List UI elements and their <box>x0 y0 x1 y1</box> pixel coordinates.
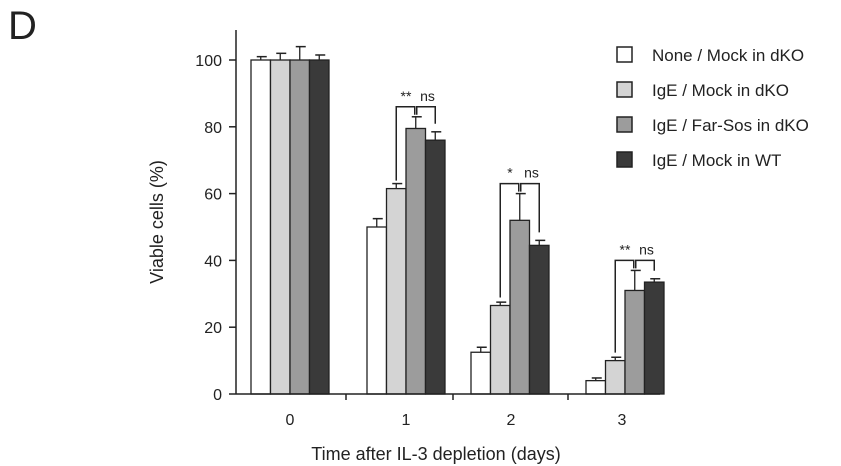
y-ticks: 0 20 40 60 80 100 <box>195 53 236 404</box>
bar <box>604 359 626 395</box>
legend-swatch <box>616 81 633 98</box>
bar <box>489 304 511 395</box>
significance-bracket <box>416 106 436 124</box>
bar <box>269 59 291 395</box>
y-tick-label: 20 <box>204 320 222 337</box>
x-tick-label: 3 <box>618 412 627 429</box>
panel-label: D <box>8 4 37 48</box>
x-tick-label: 2 <box>507 412 516 429</box>
bar <box>366 226 388 395</box>
legend-label: IgE / Far-Sos in dKO <box>652 116 809 135</box>
bar <box>643 281 665 395</box>
legend-swatch <box>616 151 633 168</box>
bar <box>424 139 446 395</box>
significance-bracket <box>499 182 520 298</box>
significance-bracket <box>614 259 635 353</box>
significance-label: ** <box>401 88 412 104</box>
bar <box>585 379 607 395</box>
legend-swatch <box>616 46 633 63</box>
bar <box>250 59 272 395</box>
error-bars-layer <box>256 45 661 381</box>
significance-bracket <box>520 182 540 233</box>
legend-swatch <box>616 116 633 133</box>
bar <box>289 59 311 395</box>
bar <box>509 219 531 395</box>
significance-label: ns <box>420 88 435 104</box>
legend: None / Mock in dKO IgE / Mock in dKO IgE /… <box>616 46 809 170</box>
y-tick-label: 40 <box>204 253 222 270</box>
y-axis-title: Viable cells (%) <box>147 160 167 284</box>
significance-bracket <box>635 259 655 271</box>
legend-label: IgE / Mock in dKO <box>652 81 789 100</box>
significance-label: * <box>507 165 513 181</box>
bar <box>624 289 646 395</box>
significance-bracket <box>395 106 416 181</box>
bar <box>385 187 407 395</box>
y-tick-label: 80 <box>204 120 222 137</box>
x-ticks: 0 1 2 3 <box>286 394 627 429</box>
bars-layer <box>250 59 665 395</box>
x-tick-label: 1 <box>402 412 411 429</box>
significance-layer: ** ns * ns ** ns <box>395 88 655 353</box>
bar <box>470 351 492 395</box>
bar <box>308 59 330 395</box>
x-tick-label: 0 <box>286 412 295 429</box>
significance-label: ** <box>620 241 631 257</box>
bar <box>405 127 427 395</box>
bar <box>528 244 550 395</box>
y-tick-label: 100 <box>195 53 222 70</box>
y-tick-label: 0 <box>213 387 222 404</box>
axes-layer <box>235 30 660 395</box>
legend-label: None / Mock in dKO <box>652 46 804 65</box>
y-tick-label: 60 <box>204 187 222 204</box>
significance-label: ns <box>524 165 539 181</box>
significance-label: ns <box>639 241 654 257</box>
legend-label: IgE / Mock in WT <box>652 151 781 170</box>
x-axis-title: Time after IL-3 depletion (days) <box>311 444 560 464</box>
